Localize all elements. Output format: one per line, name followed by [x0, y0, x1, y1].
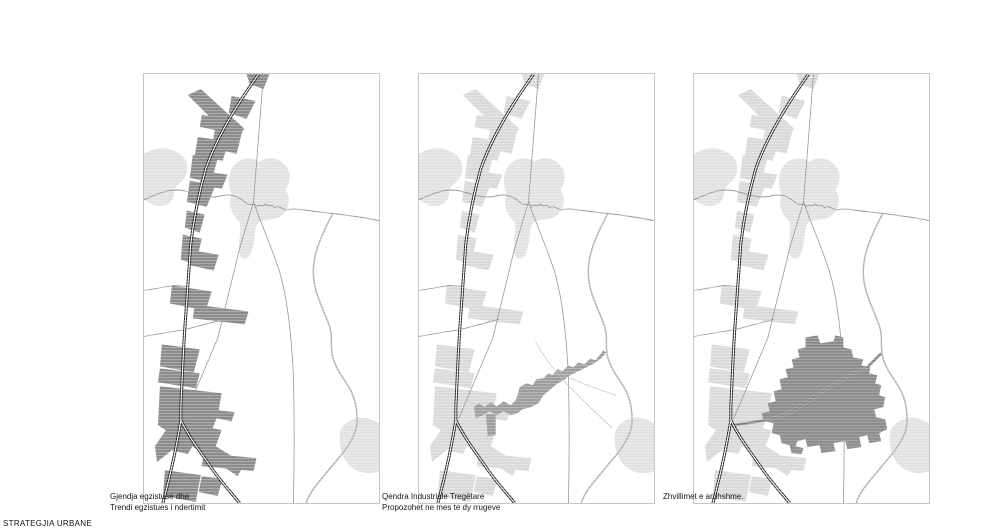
field-road-line-2: [560, 372, 617, 396]
zone-access-road-centerline: [733, 353, 882, 426]
map-panel-existing: [143, 73, 380, 504]
map-industrial-center: [419, 74, 654, 503]
caption-industrial-center: Qendra Industriale Tregëtare Propozohet …: [382, 492, 500, 513]
caption-existing-line2: Trendi egzistues i ndertimit: [110, 502, 206, 512]
map-future: [694, 74, 929, 503]
caption-future-line1: Zhvillimet e ardhshme.: [663, 492, 744, 501]
page-title: STRATEGJIA URBANE: [3, 519, 92, 528]
faded-buildings-layer: [429, 74, 545, 503]
caption-existing: Gjendja egzistuse dhe Trendi egzistues i…: [110, 492, 205, 513]
existing-buildings-layer: [154, 74, 270, 503]
map-existing: [144, 74, 379, 503]
field-road-line: [535, 341, 613, 429]
caption-existing-line1: Gjendja egzistuse dhe: [110, 492, 190, 501]
caption-industrial-line1: Qendra Industriale Tregëtare: [382, 492, 485, 501]
map-panel-industrial-center: [418, 73, 655, 504]
proposed-industrial-zone: [473, 350, 607, 419]
map-panel-future: [693, 73, 930, 504]
proposed-zone-appendix: [485, 414, 496, 437]
caption-industrial-line2: Propozohet ne mes te dy rrugeve: [382, 502, 501, 512]
caption-future: Zhvillimet e ardhshme.: [663, 492, 743, 503]
future-development-zone: [761, 335, 888, 455]
